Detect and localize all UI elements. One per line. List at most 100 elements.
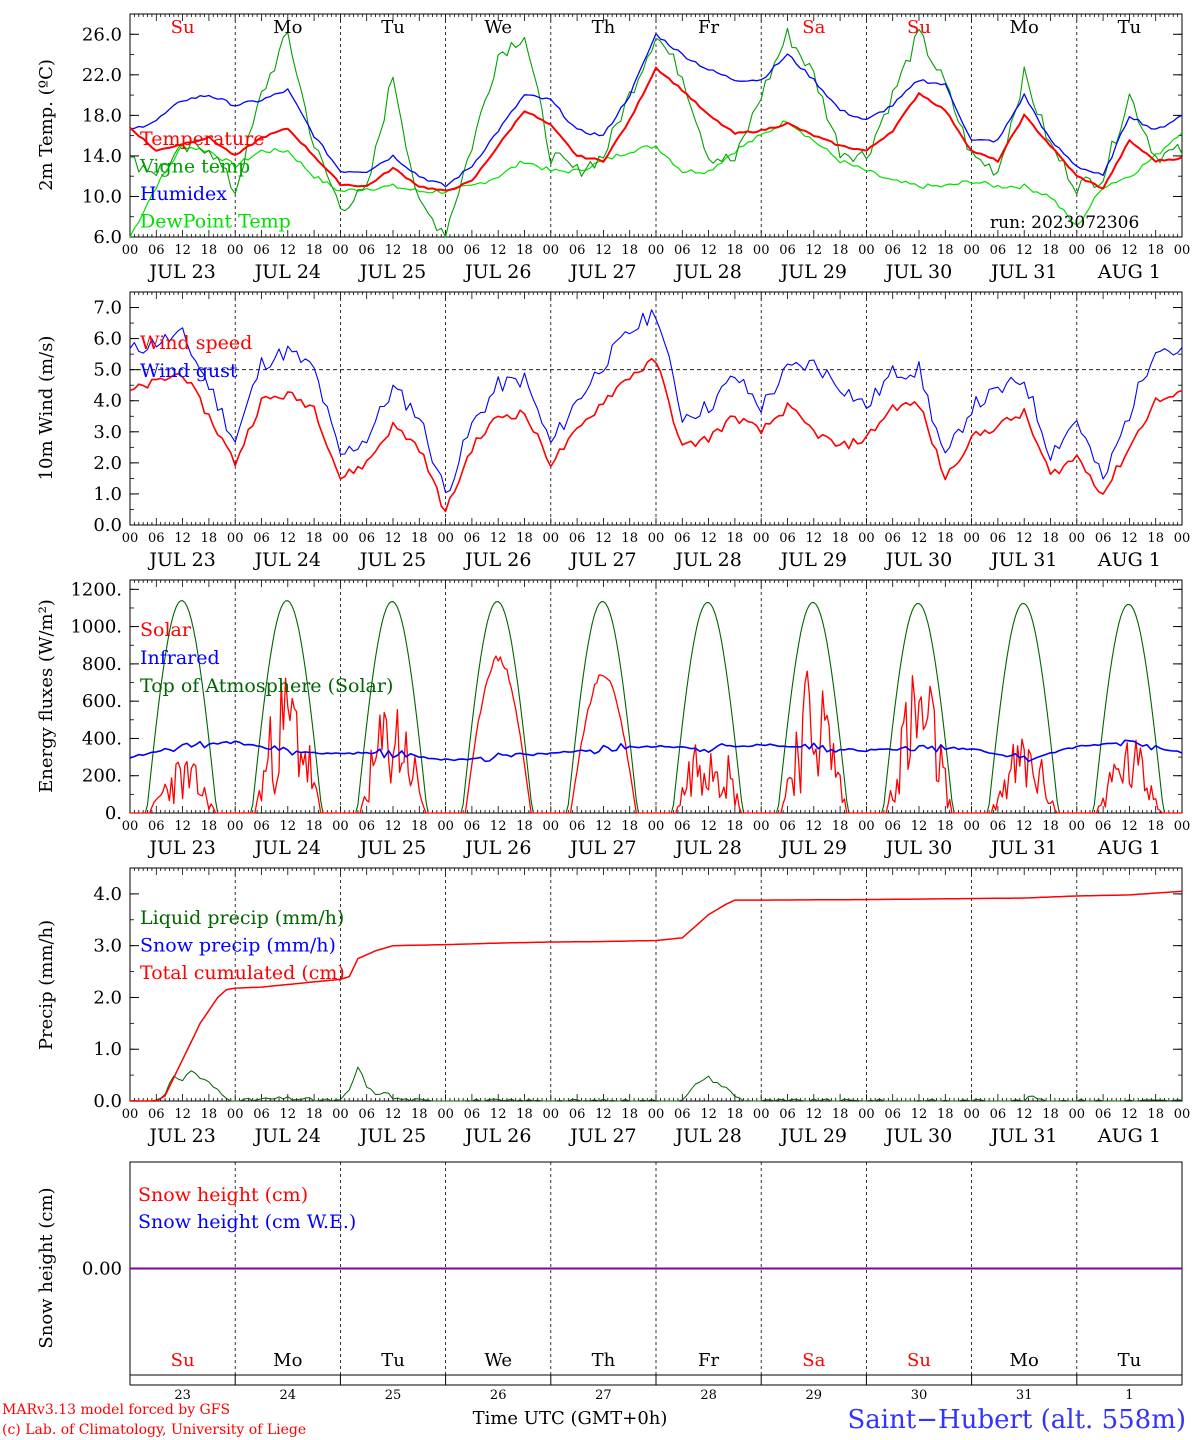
hour-tick-label: 06 (569, 531, 586, 546)
y-axis-label: Precip (mm/h) (36, 920, 57, 1050)
hour-tick-label: 18 (727, 819, 744, 834)
y-tick-label: 26.0 (82, 24, 122, 45)
hour-tick-label: 00 (332, 819, 349, 834)
date-label: JUL 29 (779, 837, 847, 859)
hour-tick-label: 18 (411, 819, 428, 834)
series-wind-gust-line (129, 309, 1183, 494)
hour-tick-label: 06 (674, 819, 691, 834)
hour-tick-label: 12 (490, 243, 507, 258)
y-tick-label: 0.00 (82, 1259, 122, 1280)
hour-tick-label: 00 (1174, 819, 1191, 834)
hour-tick-label: 12 (490, 819, 507, 834)
date-label: JUL 25 (358, 837, 426, 859)
y-tick-label: 3.0 (93, 936, 122, 957)
hour-tick-label: 12 (595, 531, 612, 546)
weekday-label: Th (592, 17, 616, 38)
hour-tick-label: 00 (858, 531, 875, 546)
date-label: JUL 30 (884, 549, 952, 571)
y-tick-label: 5.0 (93, 360, 122, 381)
date-label: JUL 23 (147, 837, 215, 859)
footer-credit-model: MARv3.13 model forced by GFS (2, 1402, 230, 1418)
hour-tick-label: 12 (1121, 243, 1138, 258)
hour-tick-label: 18 (306, 819, 323, 834)
hour-tick-label: 12 (806, 1107, 823, 1122)
hour-tick-label: 06 (569, 1107, 586, 1122)
hour-tick-label: 12 (806, 819, 823, 834)
hour-tick-label: 00 (122, 531, 139, 546)
date-label: JUL 31 (989, 837, 1057, 859)
hour-tick-label: 06 (779, 243, 796, 258)
day-number-label: 23 (174, 1388, 191, 1403)
hour-tick-label: 00 (648, 531, 665, 546)
legend-entry: Infrared (140, 647, 220, 669)
hour-tick-label: 12 (911, 1107, 928, 1122)
date-label: JUL 25 (358, 261, 426, 283)
hour-tick-label: 18 (411, 1107, 428, 1122)
hour-tick-label: 06 (779, 819, 796, 834)
hour-tick-label: 00 (753, 1107, 770, 1122)
series-dewpoint-line (129, 120, 1183, 238)
hour-tick-label: 00 (437, 1107, 454, 1122)
hour-tick-label: 18 (411, 243, 428, 258)
weekday-label: Fr (698, 17, 719, 38)
panel-2: 00 06 12 18 JUL 23 00 06 12 18 JUL 24 00 06 12 18 JUL … (36, 291, 1191, 571)
hour-tick-label: 06 (674, 243, 691, 258)
hour-tick-label: 06 (569, 243, 586, 258)
legend-entry: Vigne temp (139, 156, 250, 178)
y-tick-label: 200. (82, 766, 122, 787)
hour-tick-label: 00 (753, 531, 770, 546)
hour-tick-label: 00 (227, 819, 244, 834)
hour-tick-label: 06 (358, 819, 375, 834)
hour-tick-label: 18 (201, 531, 218, 546)
date-label: JUL 31 (989, 549, 1057, 571)
hour-tick-label: 12 (174, 1107, 191, 1122)
date-label: JUL 29 (779, 261, 847, 283)
hour-tick-label: 12 (1121, 819, 1138, 834)
date-label: JUL 29 (779, 549, 847, 571)
y-tick-label: 2.0 (93, 453, 122, 474)
weekday-label: Sa (802, 17, 825, 38)
hour-tick-label: 12 (806, 531, 823, 546)
hour-tick-label: 00 (437, 531, 454, 546)
hour-tick-label: 18 (201, 1107, 218, 1122)
hour-tick-label: 12 (385, 1107, 402, 1122)
weekday-label: Su (907, 17, 931, 38)
legend-entry: Top of Atmosphere (Solar) (140, 675, 393, 697)
weekday-label: Th (592, 1350, 616, 1371)
series-total-cumulated-line (130, 890, 1183, 1102)
hour-tick-label: 06 (464, 531, 481, 546)
hour-tick-label: 18 (1042, 1107, 1059, 1122)
legend-entry: Humidex (140, 183, 227, 205)
hour-tick-label: 12 (700, 1107, 717, 1122)
hour-tick-label: 12 (595, 819, 612, 834)
hour-tick-label: 12 (1016, 243, 1033, 258)
hour-tick-label: 00 (543, 243, 560, 258)
date-label: JUL 27 (568, 549, 636, 571)
date-label: JUL 27 (568, 837, 636, 859)
hour-tick-label: 18 (306, 531, 323, 546)
y-tick-label: 10.0 (82, 186, 122, 207)
hour-tick-label: 06 (884, 243, 901, 258)
weekday-label: Tu (381, 1350, 405, 1371)
hour-tick-label: 12 (385, 243, 402, 258)
hour-tick-label: 12 (595, 1107, 612, 1122)
hour-tick-label: 06 (1095, 243, 1112, 258)
hour-tick-label: 00 (1174, 531, 1191, 546)
x-axis-title: Time UTC (GMT+0h) (473, 1408, 668, 1429)
hour-tick-label: 18 (516, 1107, 533, 1122)
station-title: Saint−Hubert (alt. 558m) (847, 1405, 1186, 1435)
y-axis-label: 2m Temp. (ºC) (36, 59, 57, 191)
hour-tick-label: 06 (464, 819, 481, 834)
hour-tick-label: 12 (1016, 819, 1033, 834)
hour-tick-label: 18 (937, 243, 954, 258)
hour-tick-label: 18 (937, 1107, 954, 1122)
y-tick-label: 6.0 (93, 329, 122, 350)
hour-tick-label: 12 (174, 243, 191, 258)
hour-tick-label: 00 (543, 531, 560, 546)
plot-frame (129, 13, 1183, 238)
date-label: JUL 27 (568, 1125, 636, 1147)
hour-tick-label: 00 (437, 243, 454, 258)
day-number-label: 30 (911, 1388, 928, 1403)
hour-tick-label: 06 (464, 243, 481, 258)
hour-tick-label: 06 (674, 531, 691, 546)
